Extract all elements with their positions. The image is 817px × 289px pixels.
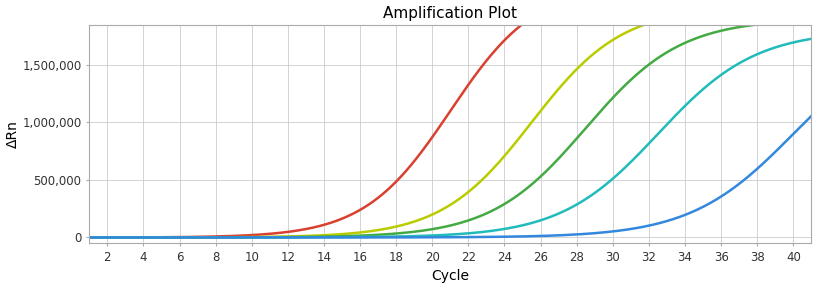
Title: Amplification Plot: Amplification Plot [383, 5, 517, 21]
X-axis label: Cycle: Cycle [431, 269, 469, 284]
Y-axis label: ΔRn: ΔRn [6, 120, 20, 148]
